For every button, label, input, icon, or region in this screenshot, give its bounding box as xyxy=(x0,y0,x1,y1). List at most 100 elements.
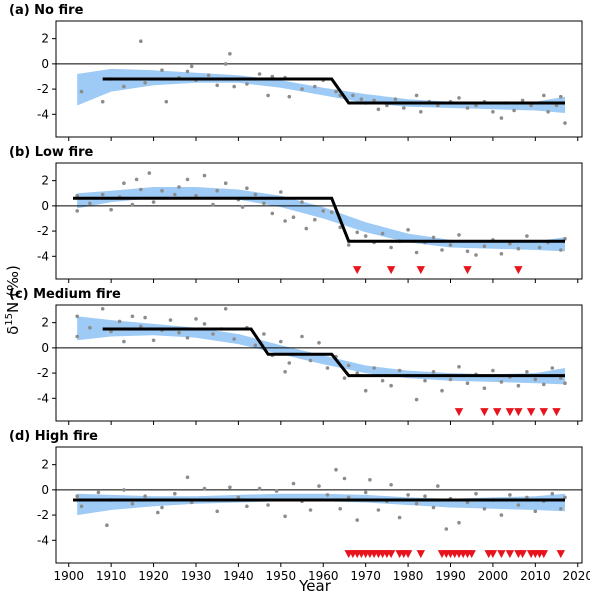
data-point xyxy=(550,366,555,370)
data-point xyxy=(423,494,427,499)
fire-marker xyxy=(416,266,425,275)
x-tick-label: 1990 xyxy=(435,569,466,583)
data-point xyxy=(185,336,190,340)
panel-title: (b) Low fire xyxy=(9,145,94,160)
data-point xyxy=(117,319,122,324)
data-point xyxy=(520,98,525,103)
data-point xyxy=(559,507,563,511)
fire-marker xyxy=(505,408,515,417)
data-point xyxy=(406,493,410,497)
fire-marker xyxy=(386,266,396,275)
y-tick-label: -4 xyxy=(37,391,49,405)
data-point xyxy=(122,339,126,344)
data-point xyxy=(385,103,389,108)
data-point xyxy=(308,358,313,363)
data-point xyxy=(100,99,105,104)
data-point xyxy=(325,493,330,497)
data-point xyxy=(537,245,542,250)
data-point xyxy=(223,307,228,311)
data-point xyxy=(287,94,292,99)
data-point xyxy=(279,190,283,194)
data-point xyxy=(355,518,360,522)
panel-frame xyxy=(55,446,583,564)
data-point xyxy=(457,365,461,369)
data-point xyxy=(448,243,453,247)
data-point xyxy=(525,234,529,238)
data-point xyxy=(419,110,423,114)
y-tick-label: 2 xyxy=(41,32,49,46)
data-point xyxy=(554,103,559,108)
data-point xyxy=(465,106,470,110)
data-point xyxy=(173,491,177,496)
y-tick-label: 0 xyxy=(41,483,49,497)
data-point xyxy=(474,253,478,257)
y-tick-label: -2 xyxy=(37,508,49,522)
x-tick-label: 1940 xyxy=(223,569,254,583)
data-point xyxy=(525,370,529,374)
fire-marker xyxy=(497,550,506,559)
data-point xyxy=(160,188,164,193)
data-point xyxy=(329,210,334,214)
data-point xyxy=(300,334,304,339)
data-point xyxy=(499,380,504,384)
panel: (a) No fire 2 0 -2 -4 xyxy=(9,3,583,141)
data-point xyxy=(130,202,135,207)
data-point xyxy=(516,383,521,388)
data-point xyxy=(215,188,219,193)
data-point xyxy=(215,509,219,514)
data-point xyxy=(321,209,326,213)
data-point xyxy=(559,376,563,380)
x-tick-label: 2010 xyxy=(520,569,551,583)
data-point xyxy=(334,89,338,94)
data-point xyxy=(436,103,440,108)
data-point xyxy=(423,378,427,383)
data-point xyxy=(194,317,198,321)
data-point xyxy=(185,69,190,74)
data-point xyxy=(202,173,207,178)
data-point xyxy=(236,495,241,500)
data-point xyxy=(414,250,419,255)
data-point xyxy=(491,368,495,373)
data-point xyxy=(465,249,470,254)
data-point xyxy=(279,339,283,344)
panel: (c) Medium fire 2 0 -2 -4 xyxy=(9,287,583,425)
data-point xyxy=(274,489,279,493)
data-point xyxy=(270,74,275,79)
data-point xyxy=(266,93,270,98)
data-point xyxy=(440,248,444,252)
data-point xyxy=(206,73,211,77)
data-point xyxy=(363,388,368,393)
fire-marker xyxy=(454,408,464,417)
data-point xyxy=(414,397,419,402)
data-point xyxy=(512,108,516,113)
panel: (d) High fire 2 0 -2 -4 1900 1910 1920 1930 1940 1… xyxy=(9,429,590,583)
data-point xyxy=(308,508,313,512)
data-point xyxy=(100,192,105,197)
x-axis-label: Year xyxy=(298,577,332,595)
data-point xyxy=(389,245,393,250)
fire-marker xyxy=(514,408,523,417)
data-point xyxy=(147,171,152,175)
data-point xyxy=(122,84,126,89)
data-point xyxy=(431,370,436,374)
data-point xyxy=(202,322,207,326)
data-point xyxy=(134,177,139,182)
data-point xyxy=(482,386,487,391)
data-point xyxy=(516,503,521,507)
data-point xyxy=(143,315,147,320)
fitted-line xyxy=(102,327,565,378)
data-point xyxy=(75,194,79,198)
fire-marker xyxy=(403,550,413,559)
data-point xyxy=(376,107,381,112)
data-point xyxy=(342,376,347,380)
data-point xyxy=(79,89,84,94)
data-point xyxy=(436,484,440,488)
fitted-line xyxy=(102,77,565,105)
panel-title: (d) High fire xyxy=(9,429,98,444)
data-point xyxy=(75,314,79,319)
fire-marker xyxy=(552,408,561,417)
data-point xyxy=(525,495,529,500)
data-point xyxy=(563,121,567,125)
data-point xyxy=(559,248,563,252)
